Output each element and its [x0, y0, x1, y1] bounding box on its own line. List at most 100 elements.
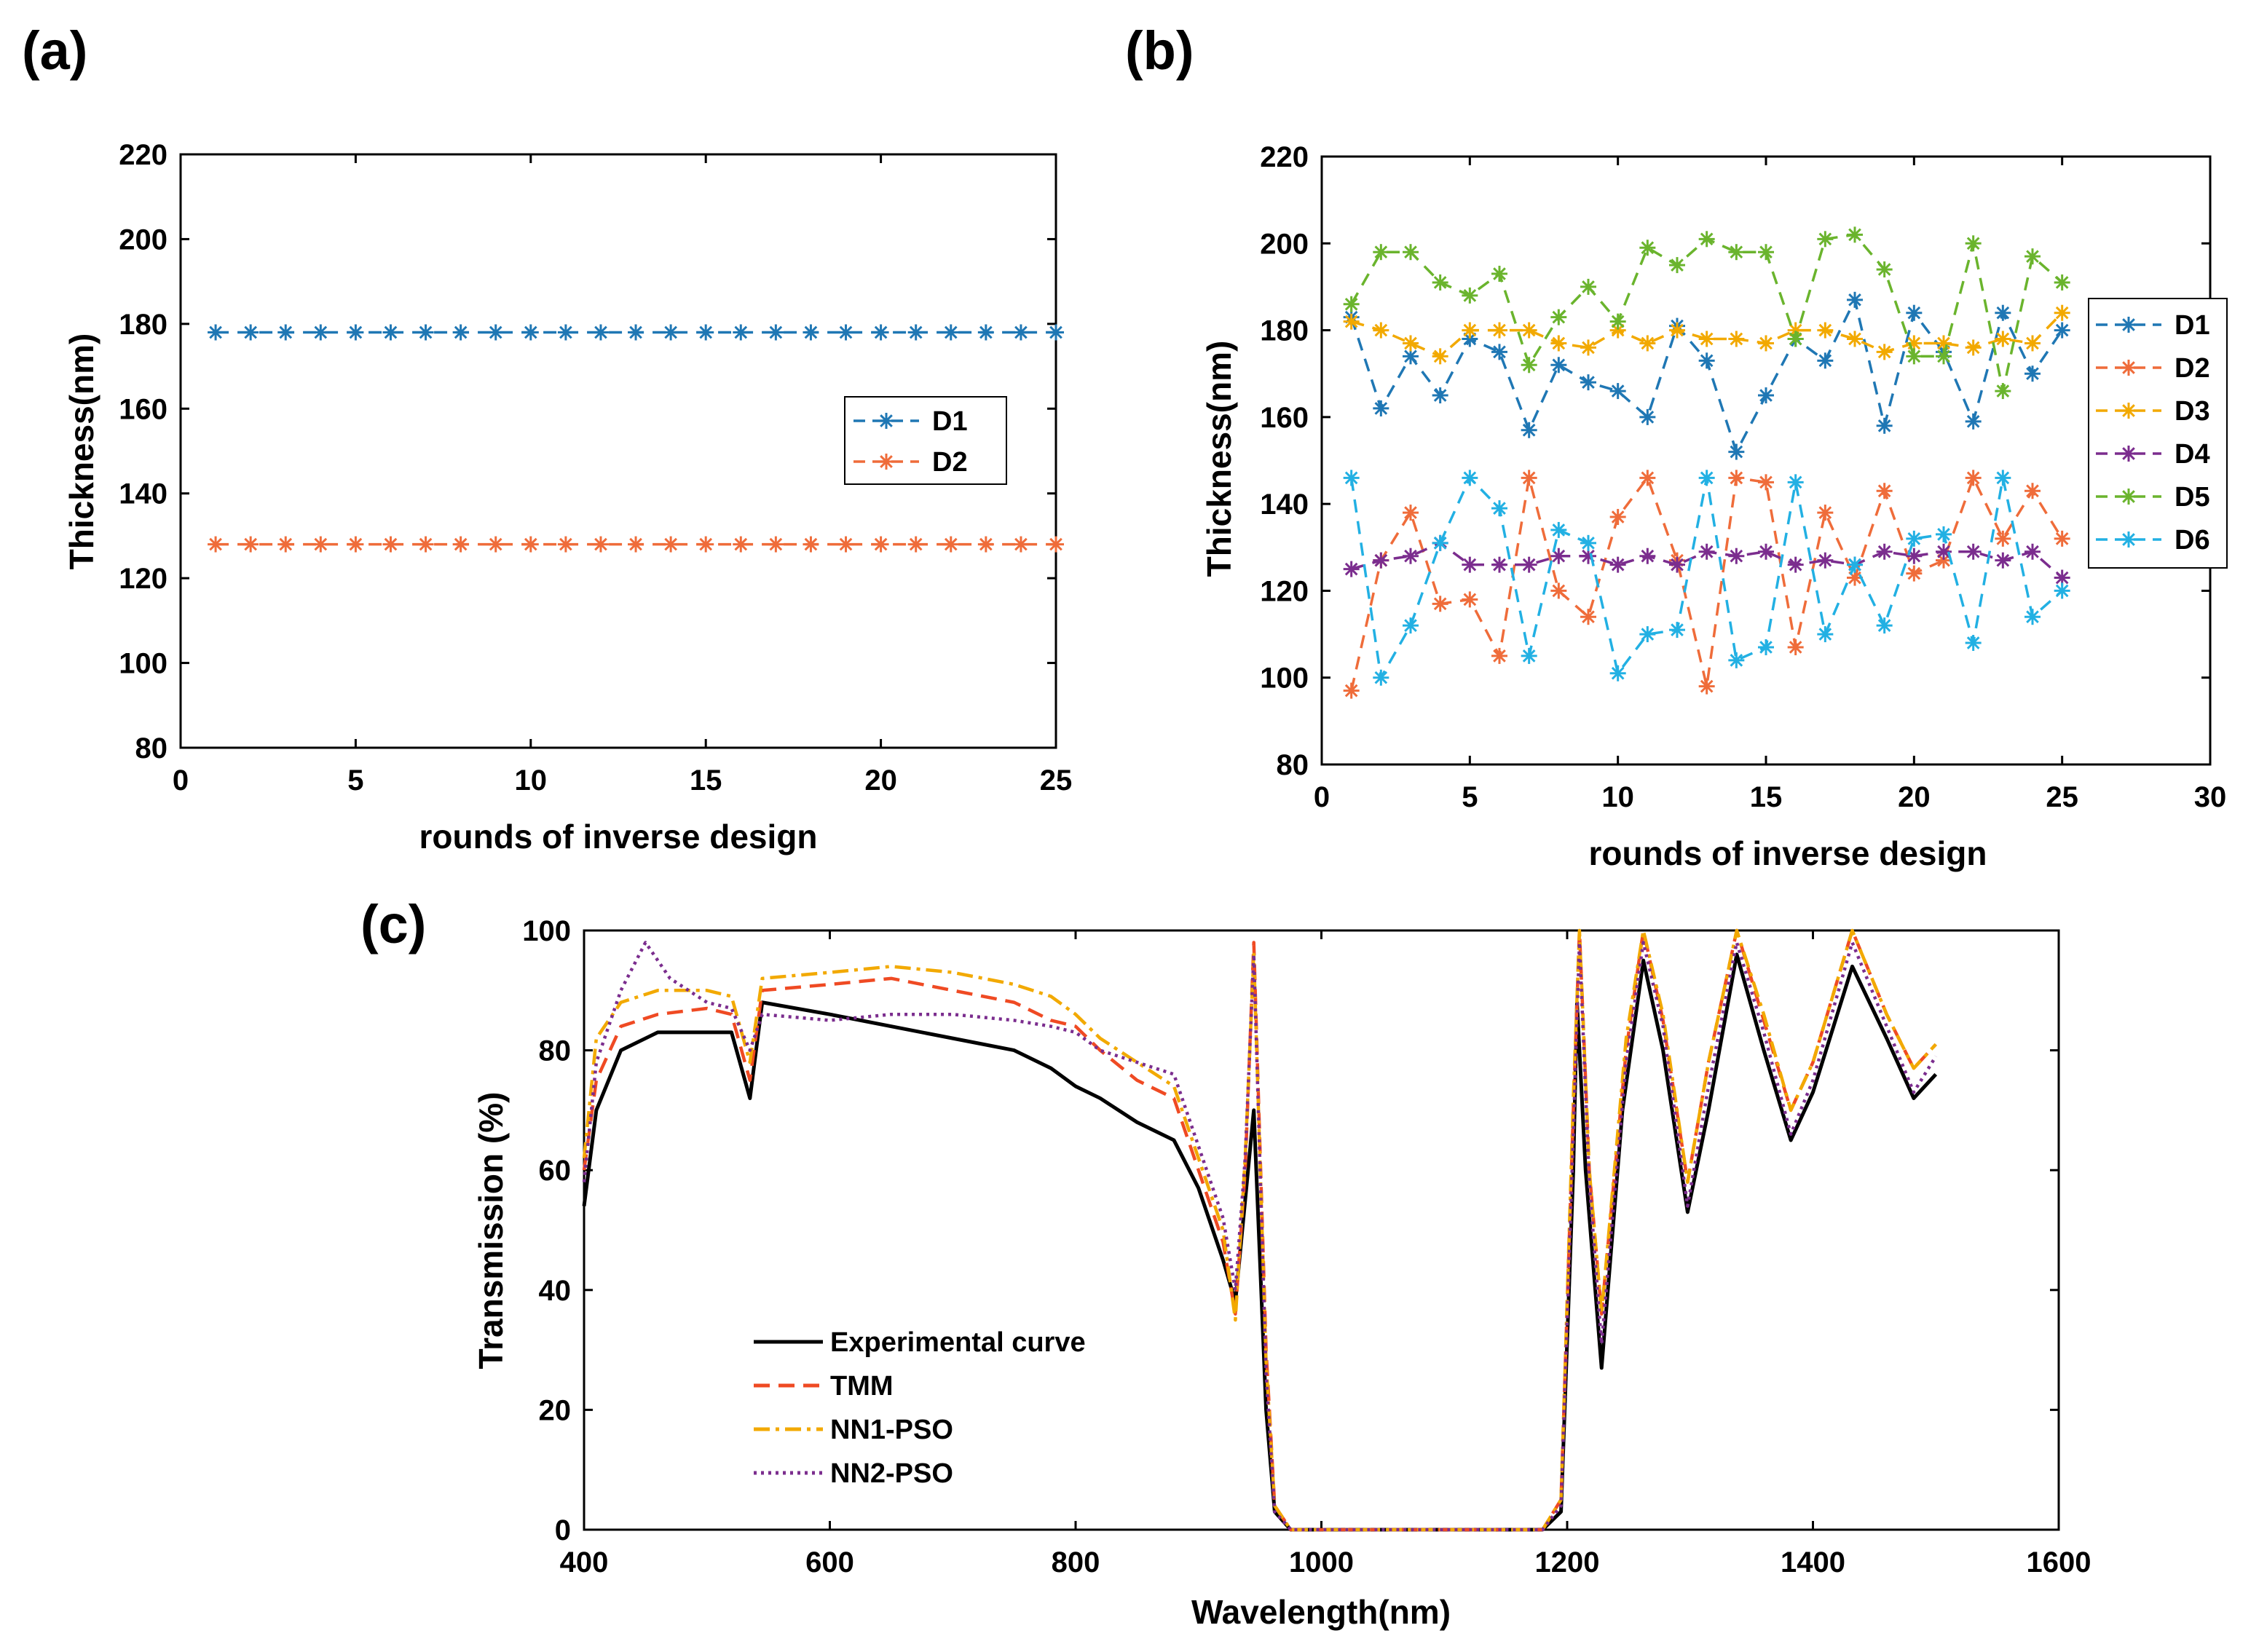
b-ytick-label: 180: [1260, 315, 1309, 347]
b-point-D5: [1609, 313, 1626, 330]
c-legend-label-Experimental curve: Experimental curve: [830, 1327, 1086, 1358]
panel-b-ylabel: Thickness(nm): [1200, 341, 1238, 577]
b-point-D4: [1550, 548, 1567, 564]
b-point-D2: [1758, 474, 1774, 491]
b-point-D5: [2054, 274, 2070, 291]
a-legend-item-D2: D2: [853, 447, 968, 478]
b-xtick-label: 20: [1898, 781, 1931, 813]
b-point-D3: [1639, 335, 1656, 352]
a-point-D2: [698, 536, 714, 553]
a-point-D2: [663, 536, 679, 553]
a-point-D2: [208, 536, 224, 553]
b-legend-marker-D4: [2121, 446, 2137, 462]
c-xtick-label: 1200: [1535, 1546, 1600, 1578]
b-point-D2: [1906, 565, 1923, 582]
panel-b-legend: D1 D2 D3 D4 D5 D6: [2088, 298, 2228, 569]
b-ytick-label: 140: [1260, 489, 1309, 521]
a-xtick-label: 20: [864, 764, 897, 797]
a-ytick-label: 140: [119, 478, 167, 510]
a-point-D2: [452, 536, 469, 553]
a-series-D2: [208, 536, 1064, 553]
b-point-D5: [1698, 231, 1715, 248]
panel-a-xlabel: rounds of inverse design: [419, 818, 818, 855]
b-point-D4: [2024, 543, 2041, 560]
b-point-D6: [1906, 530, 1923, 547]
b-series-D1: [1343, 291, 2070, 460]
b-point-D6: [1669, 622, 1685, 639]
b-point-D2: [1876, 483, 1893, 499]
c-xtick-label: 800: [1052, 1546, 1100, 1578]
b-point-D5: [1491, 266, 1507, 282]
a-point-D2: [347, 536, 364, 553]
b-legend-marker-D6: [2121, 531, 2137, 548]
b-legend-label-D4: D4: [2175, 439, 2210, 470]
a-point-D1: [837, 324, 854, 341]
panel-a: (a) 0 5 10 15 20 25 80 100 120 140 160 180 200 220 ro…: [22, 20, 1072, 855]
c-xtick-label: 1000: [1289, 1546, 1354, 1578]
b-point-D1: [1521, 422, 1537, 438]
b-series-D2: [1343, 470, 2070, 699]
b-point-D3: [1876, 344, 1893, 360]
b-point-D4: [1521, 556, 1537, 573]
b-point-D5: [1847, 226, 1863, 243]
b-point-D5: [1936, 348, 1952, 365]
b-point-D6: [1343, 470, 1360, 486]
a-point-D1: [277, 324, 294, 341]
b-xtick-label: 5: [1462, 781, 1478, 813]
a-point-D1: [803, 324, 819, 341]
a-series-D1: [208, 324, 1064, 341]
a-point-D2: [872, 536, 889, 553]
b-point-D6: [2024, 609, 2041, 625]
a-point-D1: [522, 324, 539, 341]
c-legend-label-NN2-PSO: NN2-PSO: [830, 1458, 953, 1489]
a-ytick-label: 220: [119, 139, 167, 171]
a-point-D1: [1012, 324, 1029, 341]
b-point-D5: [1965, 235, 1982, 252]
panel-b-xlabel: rounds of inverse design: [1589, 834, 1987, 872]
b-point-D5: [1432, 274, 1448, 291]
b-ytick-label: 220: [1260, 141, 1309, 173]
b-point-D2: [2024, 483, 2041, 499]
b-ytick-label: 100: [1260, 663, 1309, 695]
b-point-D5: [1669, 257, 1685, 274]
c-xtick-label: 1400: [1781, 1546, 1845, 1578]
b-point-D2: [1787, 639, 1804, 655]
b-point-D5: [2024, 248, 2041, 265]
a-point-D1: [452, 324, 469, 341]
b-point-D2: [1550, 582, 1567, 599]
c-xtick-label: 600: [805, 1546, 854, 1578]
b-point-D1: [1609, 383, 1626, 400]
b-point-D2: [1432, 596, 1448, 612]
b-legend-label-D2: D2: [2175, 353, 2210, 384]
a-point-D1: [907, 324, 924, 341]
b-point-D3: [1698, 331, 1715, 347]
b-point-D4: [1491, 556, 1507, 573]
a-point-D2: [522, 536, 539, 553]
b-xtick-label: 10: [1601, 781, 1634, 813]
a-point-D1: [628, 324, 644, 341]
c-ytick-label: 100: [522, 915, 571, 947]
c-legend-item-NN1-PSO: NN1-PSO: [754, 1415, 953, 1445]
b-point-D1: [1876, 417, 1893, 434]
b-point-D5: [1995, 383, 2011, 400]
b-point-D2: [1521, 470, 1537, 486]
a-xtick-label: 5: [347, 764, 363, 797]
b-point-D2: [2054, 530, 2070, 547]
a-point-D1: [977, 324, 994, 341]
b-ytick-label: 80: [1277, 749, 1309, 781]
b-point-D6: [1758, 639, 1774, 655]
a-point-D2: [977, 536, 994, 553]
a-ytick-label: 80: [135, 732, 168, 764]
b-point-D2: [1403, 505, 1419, 521]
a-point-D2: [417, 536, 434, 553]
c-legend-item-NN2-PSO: NN2-PSO: [754, 1458, 953, 1489]
b-point-D4: [1995, 552, 2011, 569]
b-point-D4: [1906, 548, 1923, 564]
a-point-D2: [557, 536, 574, 553]
a-point-D2: [768, 536, 784, 553]
b-point-D6: [1639, 626, 1656, 643]
panel-a-ylabel: Thickness(nm): [63, 333, 100, 570]
b-point-D5: [1580, 278, 1596, 295]
b-legend-item-D2: D2: [2096, 353, 2210, 384]
